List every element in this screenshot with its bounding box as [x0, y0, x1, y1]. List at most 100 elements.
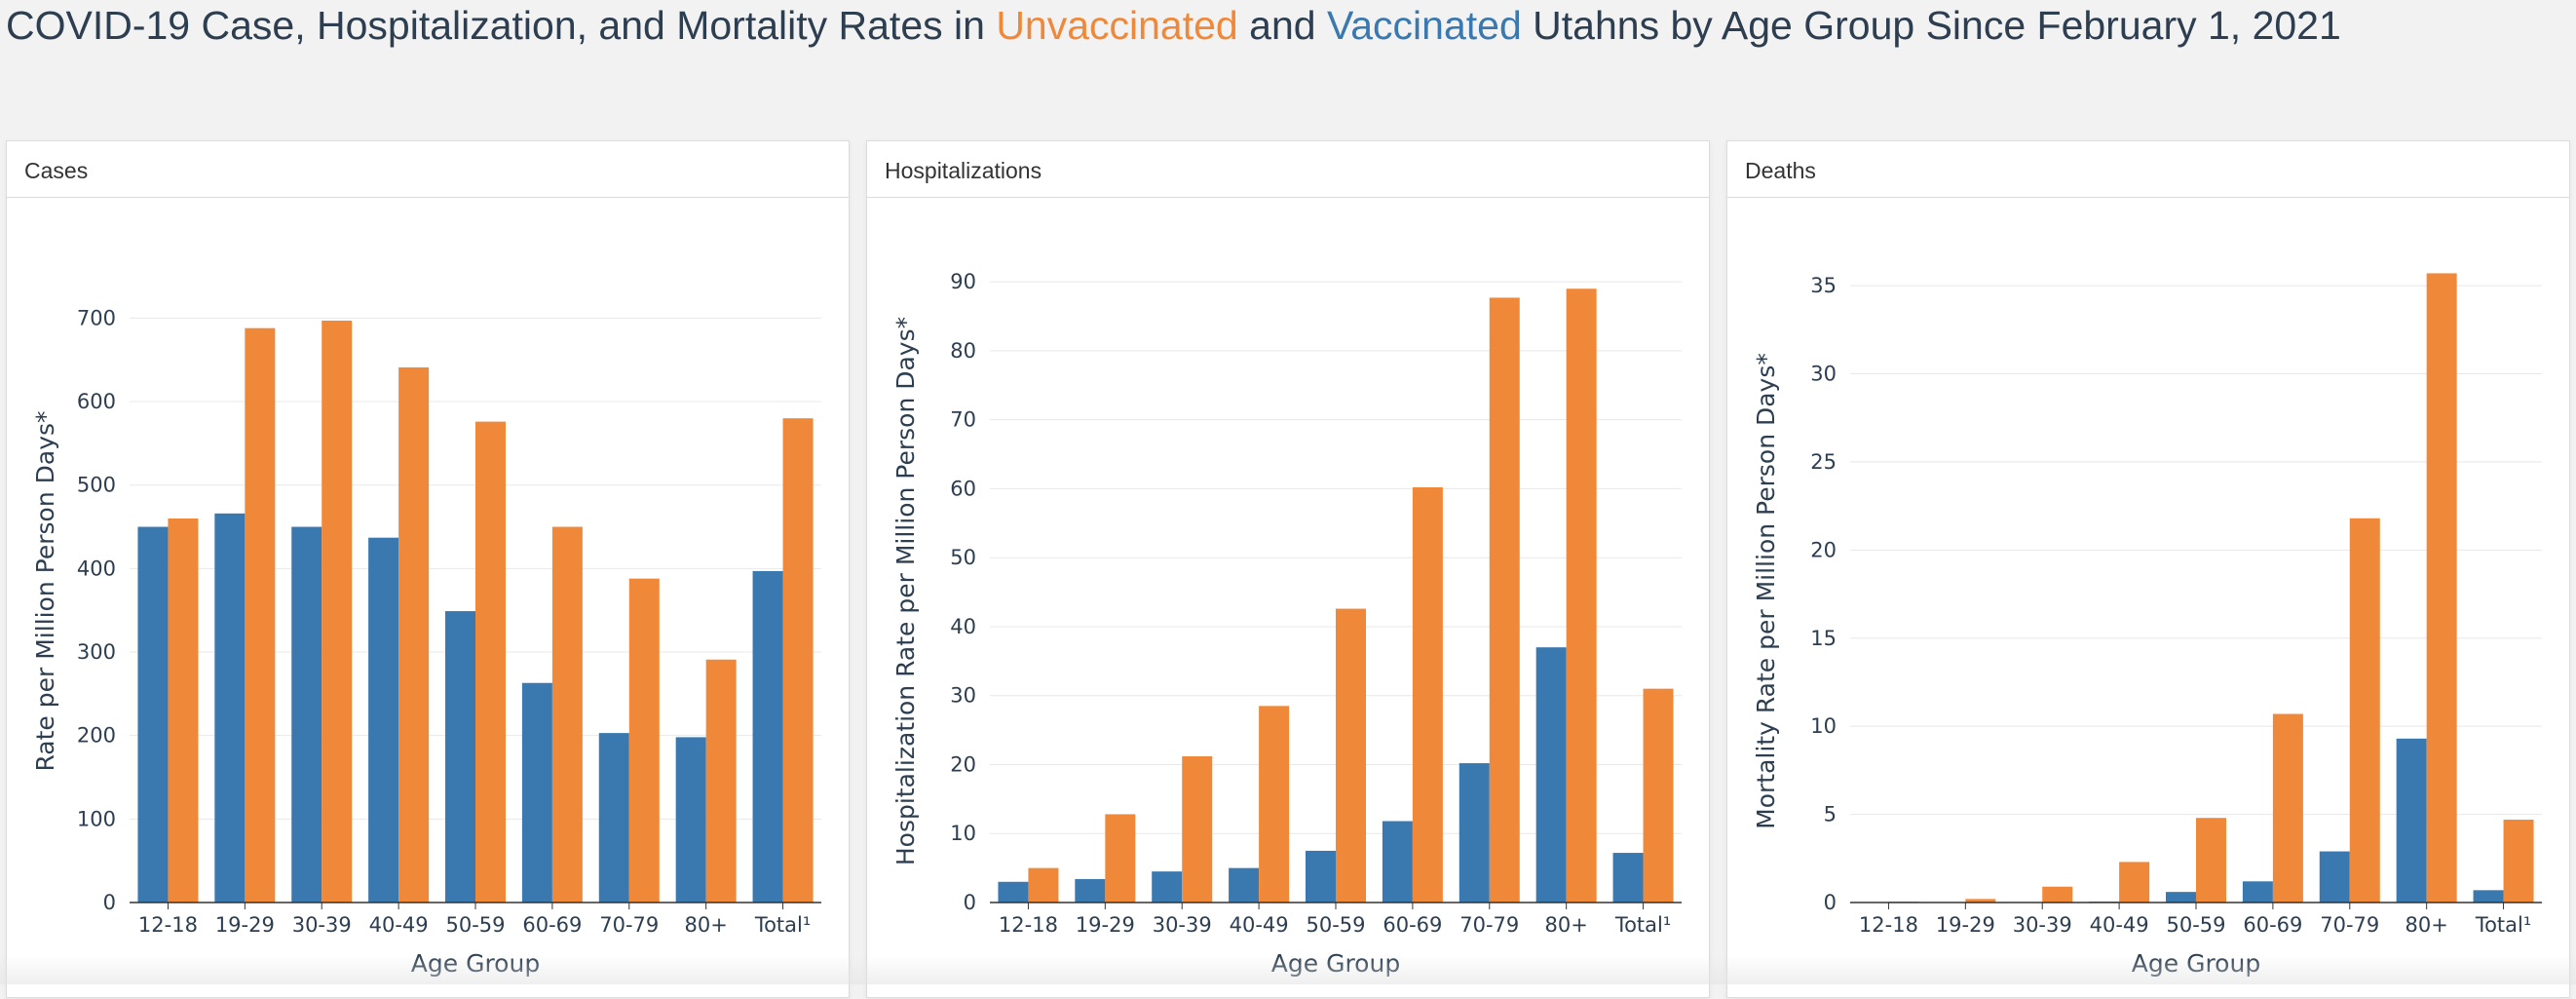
unvaccinated-bar[interactable] [168, 518, 199, 903]
vaccinated-bar[interactable] [214, 513, 246, 903]
vaccinated-bar[interactable] [368, 537, 399, 903]
unvaccinated-bar[interactable] [2349, 518, 2380, 903]
unvaccinated-bar[interactable] [1643, 688, 1674, 903]
x-tick-label: 12-18 [999, 913, 1058, 937]
unvaccinated-bar[interactable] [1336, 608, 1366, 903]
y-tick-label: 200 [77, 724, 116, 748]
x-tick-label: 80+ [685, 913, 728, 937]
hospitalizations-panel: Hospitalizations 0 10 20 30 40 50 60 70 80 90 12-1… [866, 140, 1710, 998]
title-prefix: COVID-19 Case, Hospitalization, and Mort… [6, 3, 997, 48]
cases-panel-header: Cases [7, 141, 849, 198]
vaccinated-bar[interactable] [1382, 821, 1413, 903]
unvaccinated-bar[interactable] [322, 320, 353, 903]
vaccinated-bar[interactable] [998, 881, 1029, 903]
unvaccinated-bar[interactable] [1105, 814, 1136, 903]
x-tick-label: 60-69 [522, 913, 582, 937]
y-tick-label: 25 [1810, 450, 1837, 474]
y-tick-label: 15 [1810, 627, 1837, 650]
x-tick-label: 19-29 [215, 913, 275, 937]
vaccinated-bar[interactable] [445, 611, 475, 903]
y-tick-label: 40 [950, 615, 976, 638]
unvaccinated-bar[interactable] [2119, 862, 2150, 903]
unvaccinated-bar[interactable] [1566, 288, 1597, 903]
y-tick-label: 500 [77, 474, 116, 497]
unvaccinated-bar[interactable] [705, 659, 737, 903]
y-tick-label: 20 [1810, 538, 1837, 561]
vaccinated-bar[interactable] [137, 526, 169, 903]
y-tick-label: 90 [950, 270, 976, 293]
unvaccinated-bar[interactable] [2042, 886, 2073, 903]
unvaccinated-bar[interactable] [2196, 818, 2226, 903]
x-axis-title: Age Group [411, 949, 540, 978]
vaccinated-bar[interactable] [1612, 853, 1644, 903]
vaccinated-bar[interactable] [1152, 871, 1183, 903]
deaths-chart: 0 5 10 15 20 25 30 35 12-18 19-29 30-39 40-49 50-59 6… [1752, 273, 2542, 978]
vaccinated-bar[interactable] [2166, 892, 2196, 903]
deaths-panel-header: Deaths [1727, 141, 2569, 198]
y-tick-label: 20 [950, 752, 976, 776]
vaccinated-bar[interactable] [291, 526, 322, 903]
deaths-panel: Deaths 0 5 10 15 20 25 30 35 12-18 19-29 30-39 40-4… [1726, 140, 2570, 998]
y-tick-label: 0 [103, 891, 116, 914]
vaccinated-bar[interactable] [1229, 867, 1260, 903]
x-tick-label: 40-49 [2090, 913, 2149, 937]
x-tick-label: 70-79 [1459, 913, 1519, 937]
unvaccinated-bar[interactable] [1965, 899, 1996, 903]
x-axis-title: Age Group [1271, 949, 1400, 978]
y-tick-label: 600 [77, 390, 116, 413]
unvaccinated-bar[interactable] [1412, 487, 1443, 903]
unvaccinated-bar[interactable] [475, 421, 506, 903]
vaccinated-bar[interactable] [521, 682, 552, 903]
unvaccinated-bar[interactable] [1259, 706, 1290, 903]
unvaccinated-bar[interactable] [1028, 867, 1059, 903]
x-axis-title: Age Group [2132, 949, 2260, 978]
vaccinated-bar[interactable] [2242, 881, 2273, 903]
x-tick-label: 50-59 [1306, 913, 1365, 937]
y-tick-label: 35 [1810, 274, 1837, 297]
x-tick-label: 19-29 [1076, 913, 1135, 937]
unvaccinated-bar[interactable] [551, 526, 583, 903]
x-tick-label: 80+ [2406, 913, 2448, 937]
unvaccinated-bar[interactable] [782, 418, 814, 903]
unvaccinated-bar[interactable] [2272, 713, 2303, 903]
y-tick-label: 700 [77, 306, 116, 329]
x-tick-label: 30-39 [292, 913, 352, 937]
unvaccinated-bar[interactable] [1182, 755, 1213, 903]
y-tick-label: 30 [1810, 363, 1837, 386]
vaccinated-bar[interactable] [1458, 763, 1490, 903]
cases-panel: Cases 0 100 200 300 400 500 600 700 12-18 19-29 30… [6, 140, 850, 998]
hospitalizations-panel-header: Hospitalizations [867, 141, 1709, 198]
title-unvaccinated-word: Unvaccinated [996, 3, 1238, 48]
vaccinated-bar[interactable] [675, 737, 706, 903]
y-tick-label: 10 [1810, 714, 1837, 738]
vaccinated-bar[interactable] [1306, 850, 1336, 903]
y-tick-label: 70 [950, 408, 976, 432]
unvaccinated-bar[interactable] [2426, 273, 2457, 903]
cases-chart: 0 100 200 300 400 500 600 700 12-18 19-29 30-39 40-… [31, 306, 821, 978]
title-middle: and [1237, 3, 1327, 48]
unvaccinated-bar[interactable] [2503, 820, 2534, 903]
vaccinated-bar[interactable] [2396, 738, 2427, 903]
unvaccinated-bar[interactable] [398, 366, 430, 903]
x-tick-label: 60-69 [2243, 913, 2302, 937]
vaccinated-bar[interactable] [1075, 878, 1106, 903]
y-tick-label: 5 [1824, 803, 1837, 826]
y-tick-label: 50 [950, 546, 976, 569]
x-tick-label: Total¹ [1614, 913, 1671, 937]
unvaccinated-bar[interactable] [245, 327, 276, 903]
vaccinated-bar[interactable] [752, 570, 783, 903]
hospitalizations-chart: 0 10 20 30 40 50 60 70 80 90 12-18 19-29 30-39 40-49 5… [891, 270, 1682, 978]
x-tick-label: Total¹ [754, 913, 811, 937]
vaccinated-bar[interactable] [2319, 851, 2350, 903]
unvaccinated-bar[interactable] [628, 578, 660, 903]
y-tick-label: 0 [964, 891, 976, 914]
x-tick-label: 80+ [1545, 913, 1588, 937]
y-tick-label: 80 [950, 339, 976, 363]
unvaccinated-bar[interactable] [1489, 297, 1520, 903]
y-tick-label: 10 [950, 822, 976, 845]
vaccinated-bar[interactable] [598, 733, 629, 903]
x-tick-label: 12-18 [1859, 913, 1918, 937]
page-title: COVID-19 Case, Hospitalization, and Mort… [6, 0, 2341, 51]
vaccinated-bar[interactable] [1535, 647, 1567, 903]
vaccinated-bar[interactable] [2473, 890, 2504, 903]
